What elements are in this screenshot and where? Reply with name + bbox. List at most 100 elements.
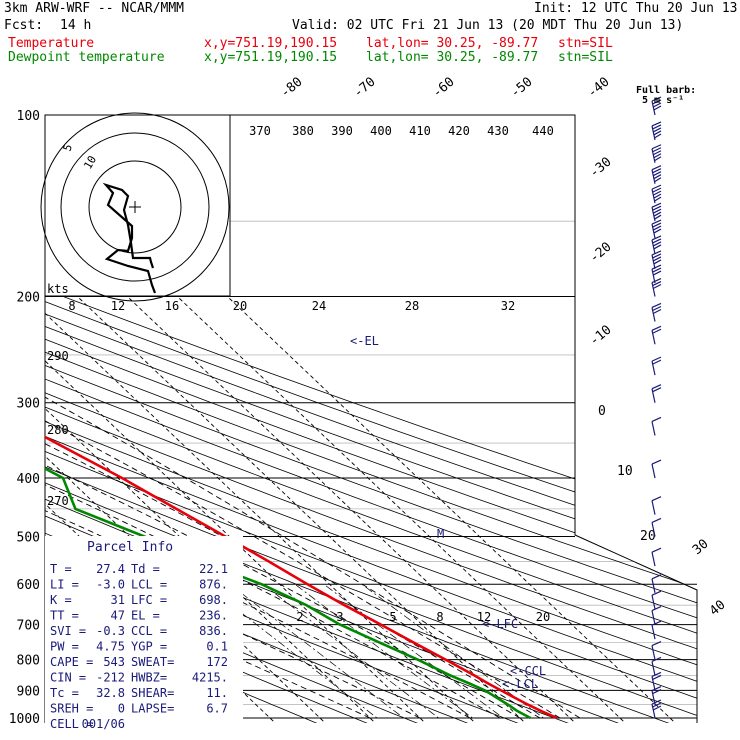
parcel-key-2: LAPSE=: [131, 702, 174, 716]
wind-barb-flag: [651, 235, 662, 241]
wind-barb-flag: [652, 308, 662, 315]
isotherm-label--70: -70: [351, 74, 379, 101]
temperature-profile: [45, 115, 558, 720]
wind-barb-flag: [651, 302, 662, 309]
wind-barb: [651, 496, 662, 515]
barb-legend-line1: Full barb:: [636, 85, 696, 96]
wind-barb: [651, 384, 662, 403]
isotherm-label--10: -10: [587, 322, 615, 349]
parcel-key-2: Td =: [131, 562, 160, 576]
parcel-key-1: PW =: [50, 640, 79, 654]
dry-adiabat: [45, 115, 697, 723]
parcel-key-1: CELL =: [50, 717, 93, 731]
theta-label-380: 380: [292, 124, 314, 138]
wind-barb-flag: [652, 205, 662, 211]
wind-barb: [651, 277, 662, 297]
speed-label-28: 28: [405, 299, 419, 313]
annotation-ccl: <-CCL: [510, 664, 546, 678]
wind-barb-flag: [652, 283, 662, 290]
mixing-ratio-line: [294, 583, 473, 719]
wind-barb: [651, 184, 662, 204]
hodograph-frame: [44, 114, 231, 297]
parcel-info-box: Parcel Info T = 27.4 Td = 22.1 LI = -3.0 LCL =…: [45, 536, 243, 731]
wind-barb-flag: [651, 384, 662, 390]
wind-barb-flag: [651, 547, 662, 553]
wind-barb: [651, 656, 662, 676]
isotherm-label-20: 20: [640, 529, 656, 544]
wind-barb-flag: [651, 574, 662, 580]
mixing-ratio-label-8: 8: [436, 610, 443, 624]
isotherm-label--20: -20: [587, 239, 615, 266]
theta-label-370: 370: [249, 124, 271, 138]
dewpoint-legend: Dewpoint temperature: [8, 50, 165, 65]
isotherm-line: [45, 115, 634, 723]
temperature-xy: x,y=751.19,190.15: [204, 36, 338, 51]
theta-label-410: 410: [409, 124, 431, 138]
parcel-value-1: 32.8: [96, 686, 125, 700]
parcel-value-1: 31: [111, 593, 125, 607]
valid-time: Valid: 02 UTC Fri 21 Jun 13 (20 MDT Thu …: [292, 18, 684, 33]
wind-barb-staff: [651, 307, 656, 322]
dry-adiabat: [45, 115, 697, 723]
wind-barb-flag: [651, 590, 662, 596]
wind-barb-flag: [652, 124, 662, 130]
wind-barb-flag: [652, 359, 662, 365]
parcel-info-title: Parcel Info: [87, 540, 173, 555]
isotherm-line: [45, 115, 384, 723]
wind-barb-staff: [651, 610, 656, 625]
isotherm-line: [45, 115, 484, 723]
wind-barb-flag: [654, 156, 662, 162]
wind-barb-flag: [651, 606, 662, 612]
parcel-key-2: HWBZ=: [131, 671, 167, 685]
theta-e-label-290: 290: [47, 349, 69, 363]
isotherm-label--50: -50: [508, 74, 536, 101]
wind-barb-flag: [651, 699, 662, 705]
parcel-value-1: 4.75: [96, 640, 125, 654]
isotherm-label-30: 30: [690, 537, 712, 559]
wind-barb-flag: [654, 196, 662, 202]
pressure-tick-700: 700: [17, 619, 40, 634]
parcel-value-2: 6.7: [206, 702, 228, 716]
wind-barb: [651, 641, 662, 660]
wind-barb-flag: [652, 150, 662, 156]
wind-barb-flag: [652, 270, 662, 276]
dry-adiabat: [45, 115, 697, 723]
hodograph-ring-label-10: 10: [81, 154, 99, 172]
wind-barb: [651, 356, 662, 376]
wind-barb-staff: [651, 522, 656, 537]
pressure-tick-600: 600: [17, 578, 40, 593]
wind-barb-staff: [651, 282, 656, 297]
dewpoint-xy: x,y=751.19,190.15: [204, 50, 338, 65]
wind-barb-staff: [651, 625, 656, 640]
parcel-key-2: SWEAT=: [131, 655, 174, 669]
wind-barb-flag: [651, 165, 662, 171]
wind-barb-flag: [651, 277, 662, 284]
wind-barb: [651, 96, 662, 116]
wind-barb-flag: [653, 174, 662, 180]
isotherm-line: [45, 115, 684, 723]
pressure-tick-100: 100: [17, 109, 40, 124]
mixing-ratio-line: [323, 583, 504, 719]
dry-adiabat: [45, 115, 697, 723]
parcel-value-1: -212: [96, 671, 125, 685]
parcel-value-1: -0.3: [96, 624, 125, 638]
wind-barb-flag: [652, 328, 662, 334]
temperature-legend: Temperature: [8, 36, 95, 51]
dewpoint-latlon: lat,lon= 30.25, -89.77: [366, 50, 539, 65]
wind-barb: [651, 202, 662, 222]
annotation-lfc: <-LFC: [482, 617, 518, 631]
pressure-tick-800: 800: [17, 654, 40, 669]
pressure-tick-200: 200: [17, 291, 40, 306]
wind-barb-flag: [652, 222, 662, 228]
parcel-value-1: 001/06: [82, 717, 125, 731]
dry-adiabat: [45, 115, 387, 723]
mixing-ratio-label-5: 5: [389, 610, 396, 624]
wind-barb-staff: [651, 254, 656, 270]
wind-barb-flag: [652, 705, 662, 711]
wind-barb-flag: [652, 171, 662, 177]
wind-barb-flag: [651, 264, 662, 270]
parcel-value-2: 698.: [199, 593, 228, 607]
wind-barb-flag: [654, 177, 662, 183]
wind-barb-flag: [652, 208, 662, 214]
wind-barb: [651, 590, 662, 610]
